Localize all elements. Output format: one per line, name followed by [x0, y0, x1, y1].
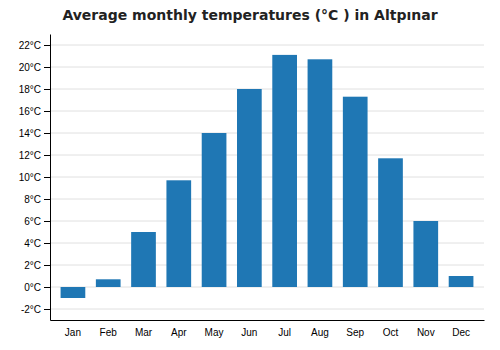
- x-tick-label: Oct: [383, 327, 399, 338]
- y-tick-mark: [44, 155, 50, 156]
- y-tick-label: 16°C: [19, 106, 41, 117]
- y-tick: -2°C: [21, 304, 50, 315]
- grid-line: [50, 155, 484, 156]
- y-tick: 4°C: [24, 238, 50, 249]
- y-tick-label: 4°C: [24, 238, 41, 249]
- x-tick: Apr: [171, 327, 187, 338]
- x-tick: Oct: [383, 327, 399, 338]
- y-tick-label: 0°C: [24, 282, 41, 293]
- y-tick-mark: [44, 265, 50, 266]
- x-tick-label: Aug: [311, 327, 329, 338]
- y-tick: 12°C: [19, 150, 50, 161]
- bar: [449, 276, 474, 287]
- y-tick-mark: [44, 177, 50, 178]
- bar: [96, 279, 121, 287]
- y-tick: 8°C: [24, 194, 50, 205]
- x-tick-label: Apr: [171, 327, 187, 338]
- bar: [166, 180, 191, 287]
- grid-line: [50, 177, 484, 178]
- bar: [237, 89, 262, 287]
- x-tick-label: Dec: [452, 327, 470, 338]
- x-tick: Jan: [65, 327, 81, 338]
- y-tick-mark: [44, 221, 50, 222]
- grid-line: [50, 309, 484, 310]
- chart: -2°C 0°C 2°C 4°C 6°C 8°C 10°C 12°C 14°C 16°C 18°C 2…: [0, 0, 500, 350]
- bar: [413, 221, 438, 287]
- x-tick-label: Jan: [65, 327, 81, 338]
- x-tick-label: May: [205, 327, 224, 338]
- y-tick: 22°C: [19, 40, 50, 51]
- y-tick-mark: [44, 243, 50, 244]
- x-tick-label: Feb: [100, 327, 118, 338]
- x-tick-label: Jun: [241, 327, 257, 338]
- bars: [61, 55, 474, 298]
- y-tick: 6°C: [24, 216, 50, 227]
- x-tick: May: [205, 327, 224, 338]
- x-tick: Sep: [346, 327, 364, 338]
- x-tick-label: Mar: [135, 327, 153, 338]
- y-tick-mark: [44, 199, 50, 200]
- y-tick-mark: [44, 287, 50, 288]
- x-tick: Mar: [135, 327, 153, 338]
- grid-line: [50, 67, 484, 68]
- title: Average monthly temperatures (°C ) in Al…: [62, 7, 437, 23]
- y-tick-label: 8°C: [24, 194, 41, 205]
- grid: [50, 45, 484, 309]
- y-tick-label: 22°C: [19, 40, 41, 51]
- grid-line: [50, 133, 484, 134]
- x-tick: Aug: [311, 327, 329, 338]
- y-tick-mark: [44, 89, 50, 90]
- y-axis-line: [50, 35, 51, 321]
- y-tick-label: 12°C: [19, 150, 41, 161]
- x-tick: Jul: [278, 327, 291, 338]
- plot: -2°C 0°C 2°C 4°C 6°C 8°C 10°C 12°C 14°C 16°C 18°C 2…: [19, 35, 485, 339]
- x-tick-label: Jul: [278, 327, 291, 338]
- bar: [378, 158, 403, 287]
- y-tick-mark: [44, 309, 50, 310]
- grid-line: [50, 89, 484, 90]
- y-tick: 0°C: [24, 282, 50, 293]
- y-tick: 10°C: [19, 172, 50, 183]
- x-axis-line: [51, 320, 485, 321]
- bar: [61, 287, 86, 298]
- y-axis: -2°C 0°C 2°C 4°C 6°C 8°C 10°C 12°C 14°C 16°C 18°C 2…: [19, 35, 51, 321]
- grid-line: [50, 45, 484, 46]
- x-tick: Dec: [452, 327, 470, 338]
- y-tick-mark: [44, 67, 50, 68]
- y-tick-mark: [44, 111, 50, 112]
- y-tick-mark: [44, 45, 50, 46]
- grid-line: [50, 111, 484, 112]
- y-tick-label: 20°C: [19, 62, 41, 73]
- y-tick: 16°C: [19, 106, 50, 117]
- y-tick: 2°C: [24, 260, 50, 271]
- y-tick-label: 6°C: [24, 216, 41, 227]
- grid-line: [50, 199, 484, 200]
- bar: [343, 97, 368, 287]
- y-tick-label: -2°C: [21, 304, 41, 315]
- y-tick-mark: [44, 133, 50, 134]
- y-tick: 18°C: [19, 84, 50, 95]
- x-axis: Jan Feb Mar Apr May Jun Jul Aug Sep Oct Nov Dec: [51, 321, 485, 339]
- x-tick-label: Nov: [417, 327, 435, 338]
- bar: [272, 55, 297, 287]
- y-tick: 14°C: [19, 128, 50, 139]
- x-tick: Feb: [100, 327, 118, 338]
- x-tick: Nov: [417, 327, 435, 338]
- bar: [308, 59, 333, 287]
- x-tick-label: Sep: [346, 327, 364, 338]
- bar: [131, 232, 156, 287]
- y-tick-label: 18°C: [19, 84, 41, 95]
- x-tick: Jun: [241, 327, 257, 338]
- y-tick-label: 2°C: [24, 260, 41, 271]
- y-tick: 20°C: [19, 62, 50, 73]
- y-tick-label: 10°C: [19, 172, 41, 183]
- bar: [202, 133, 227, 287]
- y-tick-label: 14°C: [19, 128, 41, 139]
